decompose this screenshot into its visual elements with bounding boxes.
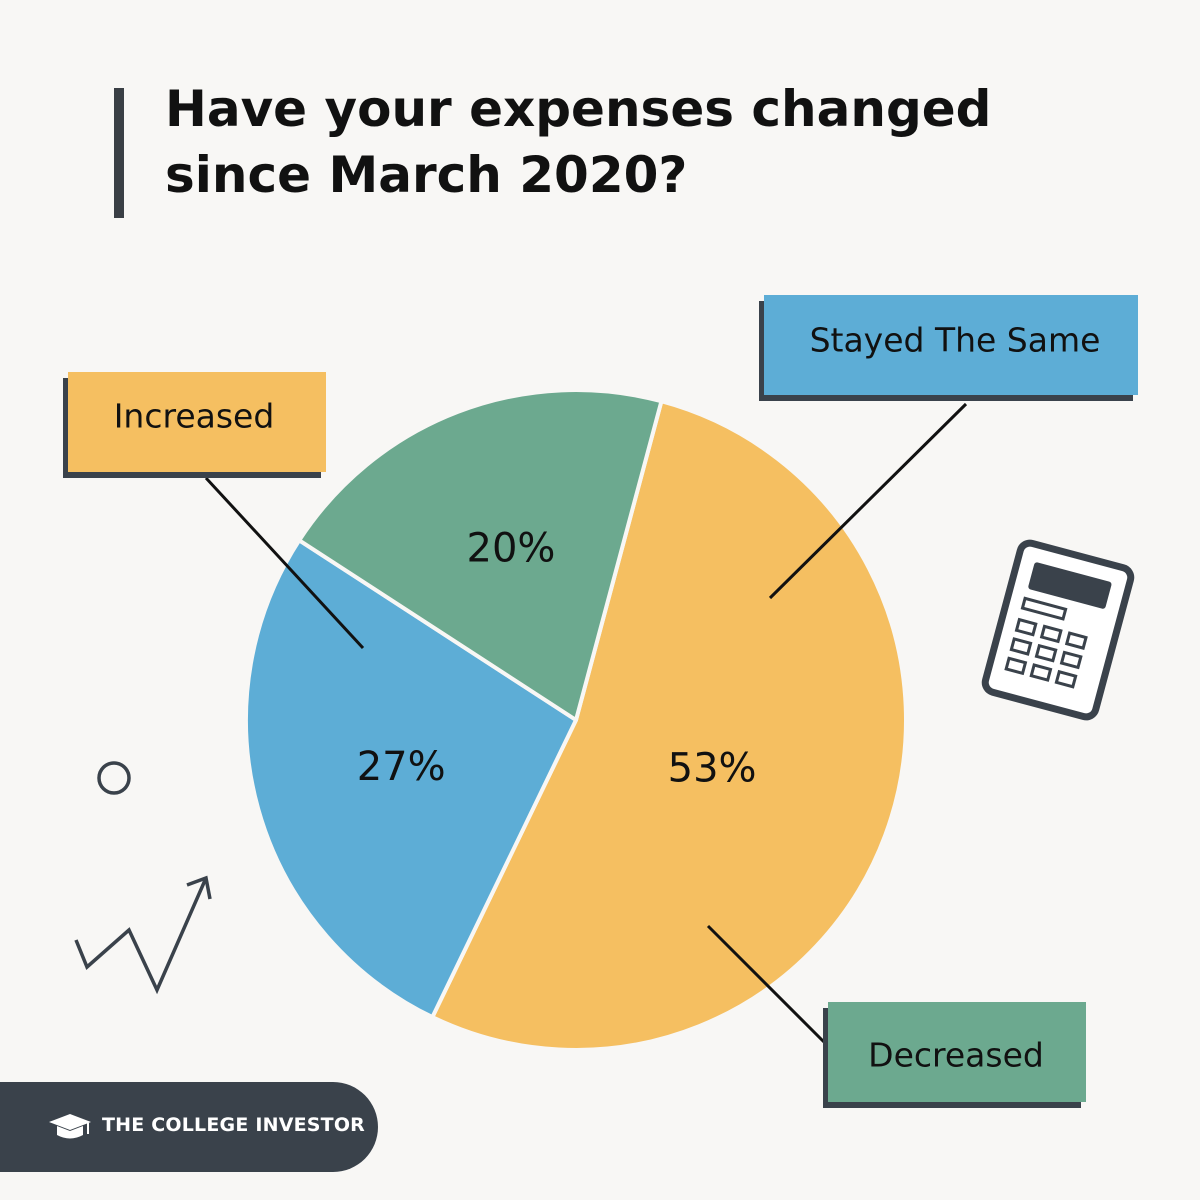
graduation-cap-icon (49, 1114, 91, 1139)
leader-line (204, 476, 365, 650)
value-label: 20% (467, 526, 556, 572)
callout-stayed-the-same: Stayed The Same (759, 295, 1138, 401)
brand-name: THE COLLEGE INVESTOR (102, 1114, 366, 1136)
brand-footer: THE COLLEGE INVESTOR (0, 1082, 378, 1172)
pie-slices (244, 388, 908, 1052)
category-label: Increased (114, 397, 275, 436)
trend-arrow-icon (74, 875, 212, 995)
value-label: 53% (668, 746, 757, 792)
callout-decreased: Decreased (823, 1002, 1086, 1108)
callout-increased: Increased (63, 372, 326, 478)
leader-line (706, 924, 830, 1048)
chart-title: Have your expenses changed since March 2… (165, 80, 992, 204)
category-label: Stayed The Same (810, 321, 1101, 360)
value-labels: 53% 27% 20% (357, 526, 757, 792)
value-label: 27% (357, 744, 446, 790)
title-accent-bar (114, 88, 124, 218)
leader-line (768, 402, 968, 600)
category-label: Decreased (868, 1036, 1044, 1075)
circle-icon (97, 761, 131, 795)
category-callouts: Increased Stayed The Same Decreased (63, 295, 1138, 1108)
pie-slice-stayed-the-same (244, 538, 578, 1020)
leader-lines (204, 402, 968, 1048)
pie-slice-decreased (297, 388, 664, 722)
calculator-icon (981, 539, 1135, 721)
pie-slice-increased (430, 399, 908, 1052)
